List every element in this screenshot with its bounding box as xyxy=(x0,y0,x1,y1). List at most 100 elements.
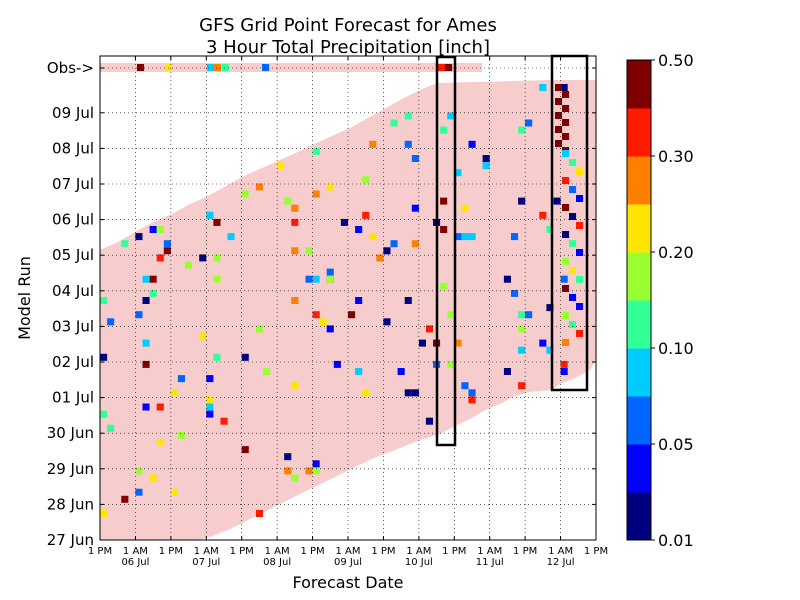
precip-cell xyxy=(576,303,584,310)
precip-cell xyxy=(576,330,584,337)
x-tick-label: 1 AM xyxy=(123,546,148,557)
precip-cell xyxy=(355,297,363,304)
colorbar-label: 0.01 xyxy=(658,531,694,550)
precip-cell xyxy=(355,226,363,233)
y-tick-label: 02 Jul xyxy=(52,353,94,371)
precip-cell xyxy=(511,289,519,297)
precip-cell xyxy=(397,368,405,375)
precip-cell xyxy=(255,510,263,517)
y-axis-label: Model Run xyxy=(15,256,34,340)
precip-cell xyxy=(404,389,412,397)
x-tick-label: 1 PM xyxy=(584,546,608,557)
precip-cell xyxy=(305,467,313,475)
x-tick-label: 1 PM xyxy=(159,546,183,557)
precip-cell xyxy=(569,159,577,166)
precip-cell xyxy=(369,140,377,148)
precip-cell xyxy=(525,119,533,127)
precip-cell xyxy=(569,267,577,274)
x-tick-label: 1 AM xyxy=(194,546,219,557)
precip-cell xyxy=(555,112,563,119)
precip-cell xyxy=(213,353,221,361)
precip-cell xyxy=(312,460,320,468)
precip-cell xyxy=(156,226,164,233)
precip-cell xyxy=(137,64,145,71)
forecast-coverage-area xyxy=(100,80,596,540)
precip-cell xyxy=(142,297,150,304)
precip-cell xyxy=(206,403,214,411)
precip-cell xyxy=(562,105,570,112)
precip-cell xyxy=(404,140,412,148)
precip-cell xyxy=(163,247,171,255)
precip-cell xyxy=(390,240,398,248)
x-tick-label: 1 AM xyxy=(265,546,290,557)
precip-cell xyxy=(222,64,230,71)
precip-cell xyxy=(569,321,577,328)
y-tick-label: 08 Jul xyxy=(52,139,94,157)
precip-cell xyxy=(291,474,299,482)
precip-cell xyxy=(562,204,570,211)
precip-cell xyxy=(135,488,143,496)
colorbar-label: 0.20 xyxy=(658,243,694,262)
precip-cell xyxy=(305,247,313,255)
precip-cell xyxy=(440,226,448,233)
precip-cell xyxy=(362,389,370,397)
precip-cell xyxy=(165,64,173,71)
precip-cell xyxy=(199,254,207,262)
precip-cell xyxy=(562,177,570,184)
precip-cell xyxy=(362,211,370,219)
precip-cell xyxy=(241,353,249,361)
precip-cell xyxy=(560,360,568,368)
precip-cell xyxy=(149,289,157,297)
y-tick-label: 07 Jul xyxy=(52,175,94,193)
precip-cell xyxy=(555,140,563,147)
precip-cell xyxy=(206,211,214,219)
precip-cell xyxy=(454,339,462,347)
x-date-label: 08 Jul xyxy=(263,557,291,568)
precip-cell xyxy=(454,169,462,177)
colorbar-label: 0.50 xyxy=(658,51,694,70)
precip-cell xyxy=(156,439,164,446)
precip-cell xyxy=(100,510,108,517)
x-date-label: 10 Jul xyxy=(405,557,433,568)
colorbar-segment xyxy=(627,204,651,253)
precip-cell xyxy=(326,268,334,276)
precip-cell xyxy=(312,190,320,198)
precip-cell xyxy=(241,190,249,198)
precip-cell xyxy=(142,275,150,283)
precip-cell xyxy=(562,119,570,126)
precip-cell xyxy=(362,176,370,184)
x-axis-label: Forecast Date xyxy=(292,573,403,592)
precip-cell xyxy=(411,240,419,248)
precip-cell xyxy=(213,254,221,262)
precip-cell xyxy=(562,312,570,319)
precip-cell xyxy=(525,311,533,319)
precip-cell xyxy=(121,240,129,248)
precip-cell xyxy=(518,382,526,390)
precip-cell xyxy=(383,318,391,326)
precip-cell xyxy=(440,126,448,134)
precip-cell xyxy=(555,84,563,91)
precip-cell xyxy=(562,285,570,292)
colorbar-segment xyxy=(627,444,651,493)
precip-cell xyxy=(213,275,221,283)
precip-cell xyxy=(440,197,448,205)
precip-cell xyxy=(553,197,561,205)
colorbar-segment xyxy=(627,396,651,445)
plot-area xyxy=(100,63,596,540)
precip-cell xyxy=(291,297,299,304)
precip-cell xyxy=(560,84,568,91)
y-tick-label: 30 Jun xyxy=(47,424,94,442)
precip-cell xyxy=(340,218,348,226)
precip-cell xyxy=(326,275,334,283)
precip-cell xyxy=(319,318,327,326)
precip-cell xyxy=(241,446,249,454)
precip-cell xyxy=(291,204,299,212)
precip-cell xyxy=(404,112,412,120)
precip-cell xyxy=(277,162,285,170)
colorbar-segment xyxy=(627,60,651,109)
y-tick-label: 27 Jun xyxy=(47,531,94,549)
precip-cell xyxy=(207,64,215,71)
colorbar-label: 0.30 xyxy=(658,147,694,166)
chart-subtitle: 3 Hour Total Precipitation [inch] xyxy=(206,37,490,58)
